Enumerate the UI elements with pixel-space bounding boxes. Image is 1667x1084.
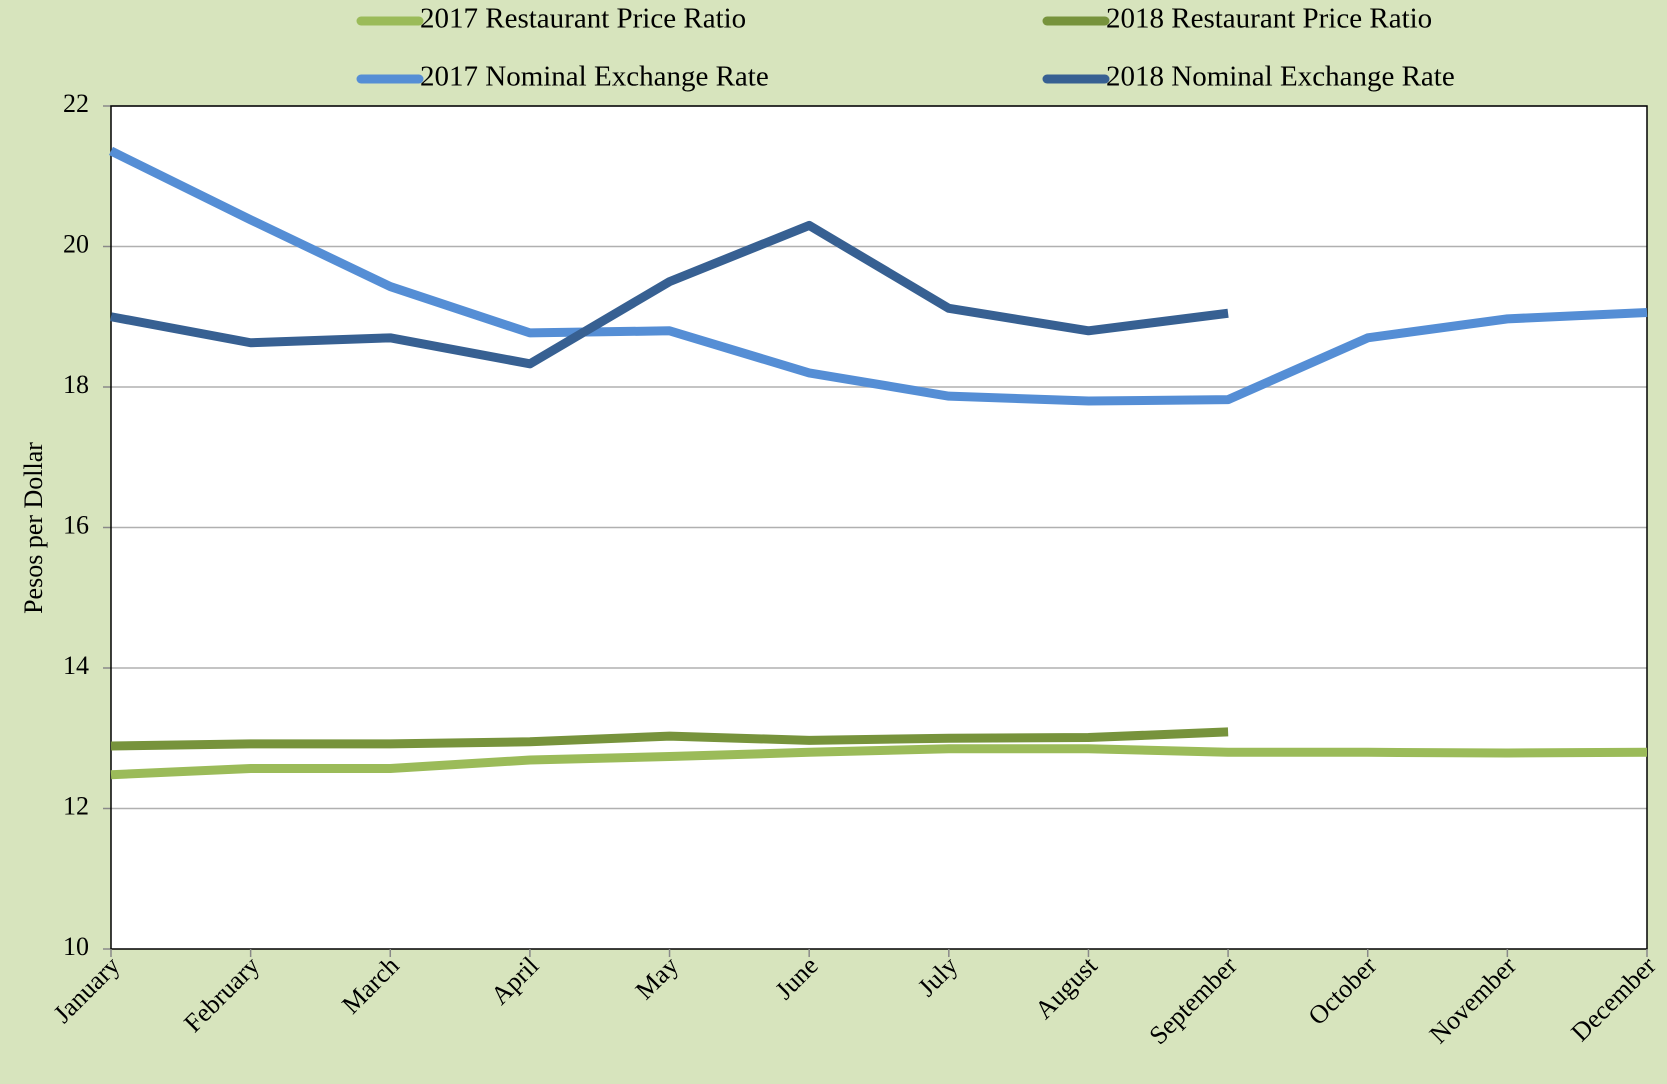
y-axis-label: Pesos per Dollar (19, 442, 48, 614)
legend-label: 2017 Nominal Exchange Rate (420, 61, 769, 93)
x-tick-label: December (1565, 951, 1661, 1047)
series-line (109, 146, 1648, 406)
y-tick-label: 22 (63, 89, 89, 118)
y-tick-label: 16 (63, 510, 89, 539)
series-line (110, 744, 1648, 780)
x-tick-label: October (1302, 951, 1382, 1031)
x-tick-label: July (912, 951, 963, 1002)
series-line (110, 220, 1229, 369)
y-tick-label: 18 (63, 370, 89, 399)
y-tick-label: 20 (63, 229, 89, 258)
x-tick-label: January (48, 951, 126, 1029)
x-tick-label: May (630, 951, 684, 1005)
legend-label: 2018 Restaurant Price Ratio (1106, 3, 1432, 35)
series-line (110, 727, 1229, 751)
x-tick-label: November (1424, 951, 1522, 1049)
x-tick-label: September (1143, 951, 1242, 1050)
x-tick-label: August (1029, 950, 1103, 1024)
legend-label: 2018 Nominal Exchange Rate (1106, 61, 1455, 93)
plot-border (110, 105, 1648, 950)
y-tick-label: 10 (63, 932, 89, 961)
y-tick-label: 14 (63, 651, 89, 680)
x-tick-label: June (769, 951, 823, 1005)
x-tick-label: February (178, 951, 265, 1038)
x-tick-label: April (485, 951, 544, 1010)
legend-label: 2017 Restaurant Price Ratio (420, 3, 746, 35)
y-tick-label: 12 (63, 791, 89, 820)
x-tick-label: March (336, 951, 404, 1019)
